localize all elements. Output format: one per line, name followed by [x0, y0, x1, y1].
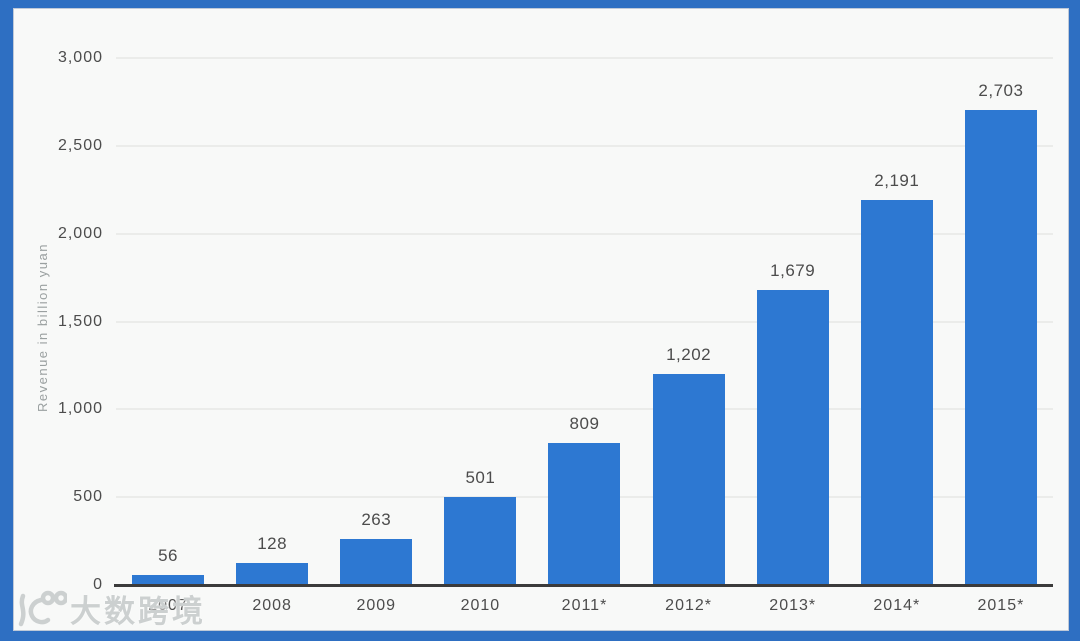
gridline-2500 — [116, 144, 1053, 147]
x-tick-label-2008: 2008 — [252, 597, 292, 614]
bar-column-2007: 56 2007 — [116, 58, 220, 614]
gridline-2000 — [116, 232, 1053, 235]
gridline-1500 — [116, 320, 1053, 323]
value-label-2009: 263 — [361, 509, 392, 529]
y-tick-label-2500: 2,500 — [57, 136, 103, 154]
gridline-1000 — [116, 408, 1053, 411]
value-label-2015: 2,703 — [978, 81, 1024, 101]
bar-column-2013: 1,679 2013* — [741, 58, 845, 614]
watermark-text: 大数跨境 — [70, 594, 206, 629]
bar-column-2015: 2,703 2015* — [949, 58, 1053, 614]
y-tick-label-1500: 1,500 — [57, 312, 103, 330]
value-label-2008: 128 — [257, 533, 288, 553]
x-tick-label-2010: 2010 — [460, 597, 501, 614]
bar-2012 — [652, 373, 725, 585]
plot-area: 56 2007 128 2008 263 2009 501 2010 809 2011* 1,202… — [114, 57, 1053, 614]
x-tick-label-2013: 2013* — [769, 597, 817, 614]
x-tick-label-2007: 2007 — [148, 597, 188, 614]
value-label-2011: 809 — [569, 413, 600, 433]
x-tick-label-2009: 2009 — [356, 597, 397, 614]
x-tick-label-2015: 2015* — [977, 597, 1025, 614]
x-tick-label-2014: 2014* — [873, 597, 921, 614]
y-tick-label-1000: 1,000 — [57, 400, 103, 418]
bar-column-2009: 263 2009 — [324, 58, 428, 614]
watermark-logo-icon — [18, 590, 67, 626]
bar-column-2010: 501 2010 — [428, 58, 532, 614]
bar-series: 56 2007 128 2008 263 2009 501 2010 809 2011* 1,202… — [116, 58, 1053, 614]
bar-2010 — [444, 497, 517, 585]
y-tick-label-3000: 3,000 — [57, 49, 103, 66]
bar-column-2008: 128 2008 — [220, 58, 324, 614]
bar-2007 — [132, 575, 205, 585]
bar-2009 — [340, 538, 413, 585]
bar-2014 — [860, 200, 933, 585]
value-label-2007: 56 — [158, 546, 179, 566]
value-label-2014: 2,191 — [874, 171, 920, 191]
bar-2008 — [236, 562, 309, 585]
bar-2013 — [756, 290, 829, 585]
x-tick-label-2012: 2012* — [665, 597, 713, 614]
bar-column-2012: 1,202 2012* — [637, 58, 741, 614]
chart-canvas: Revenue in billion yuan 0 500 1,000 1,500 2,… — [13, 8, 1069, 631]
bar-column-2014: 2,191 2014* — [845, 58, 949, 614]
x-tick-label-2011: 2011* — [561, 597, 608, 614]
y-tick-label-500: 500 — [73, 488, 103, 506]
y-tick-label-0: 0 — [93, 576, 103, 593]
gridline-3000 — [116, 57, 1053, 59]
value-label-2012: 1,202 — [666, 344, 712, 364]
value-label-2013: 1,679 — [770, 261, 816, 281]
y-tick-label-2000: 2,000 — [57, 224, 103, 242]
bar-2011 — [548, 442, 621, 585]
value-label-2010: 501 — [465, 468, 496, 487]
watermark: 大数跨境 — [15, 586, 206, 631]
y-axis-tick-labels: 0 500 1,000 1,500 2,000 2,500 3,000 — [13, 49, 103, 593]
bar-2015 — [964, 110, 1037, 585]
x-axis-line — [114, 583, 1053, 587]
bar-column-2011: 809 2011* — [532, 58, 636, 614]
